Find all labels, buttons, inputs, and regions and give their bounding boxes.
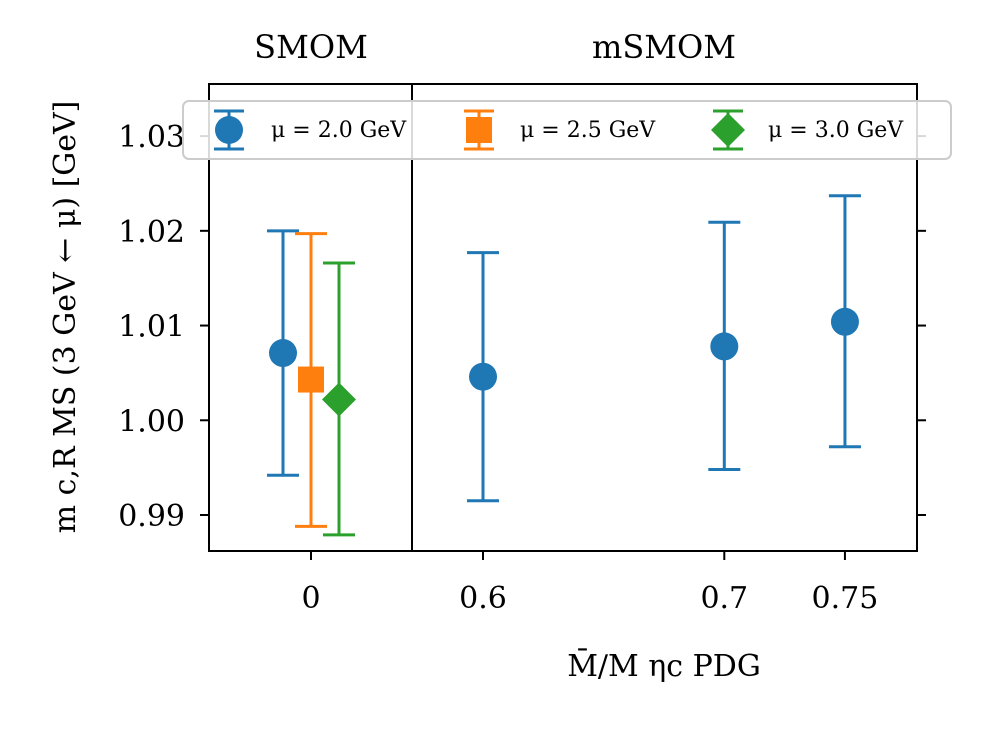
data-point <box>267 229 299 477</box>
y-tick-label: 1.03 <box>118 120 185 155</box>
legend-marker <box>711 109 745 151</box>
legend-circle-icon <box>215 116 243 144</box>
square-marker <box>298 366 324 393</box>
legend-square-icon <box>466 117 492 143</box>
panel-title-smom: SMOM <box>254 28 368 66</box>
legend-label-mu-2-5: μ = 2.5 GeV <box>520 118 656 143</box>
circle-marker <box>830 307 859 336</box>
circle-marker <box>469 362 497 391</box>
data-point <box>322 261 356 537</box>
x-tick-label: 0.75 <box>812 581 879 616</box>
data-point <box>467 251 499 503</box>
x-axis-label: M̄/M ηc PDG <box>567 648 761 684</box>
panel-title-msmom: mSMOM <box>592 28 736 66</box>
legend-entries <box>214 109 745 151</box>
x-tick-label: 0.7 <box>700 581 748 616</box>
y-tick-label: 1.02 <box>118 215 185 250</box>
data-point <box>828 194 861 449</box>
y-tick-label: 0.99 <box>118 499 185 534</box>
diamond-marker <box>322 382 356 417</box>
x-tick-label: 0.6 <box>459 581 507 616</box>
legend-marker <box>214 109 244 151</box>
x-tick-label: 0 <box>301 581 320 616</box>
legend-marker <box>464 109 494 151</box>
legend: μ = 2.0 GeV μ = 2.5 GeV μ = 3.0 GeV <box>182 100 952 160</box>
circle-marker <box>269 339 297 368</box>
y-axis-label: m c,R MS (3 GeV ← μ) [GeV] <box>48 101 83 534</box>
y-tick-label: 1.00 <box>118 404 185 439</box>
legend-label-mu-2-0: μ = 2.0 GeV <box>271 118 407 143</box>
circle-marker <box>710 332 739 361</box>
data-point <box>708 220 741 472</box>
points-layer <box>267 194 861 537</box>
legend-box <box>182 100 952 160</box>
panel-frame-msmom <box>411 83 918 552</box>
ticks-layer: 0.99 1.00 1.01 1.02 1.03 0 0.6 0.7 0.75 <box>118 120 926 616</box>
data-point <box>295 232 327 528</box>
legend-label-mu-3-0: μ = 3.0 GeV <box>768 118 904 143</box>
legend-diamond-icon <box>711 113 745 147</box>
y-tick-label: 1.01 <box>118 310 185 345</box>
